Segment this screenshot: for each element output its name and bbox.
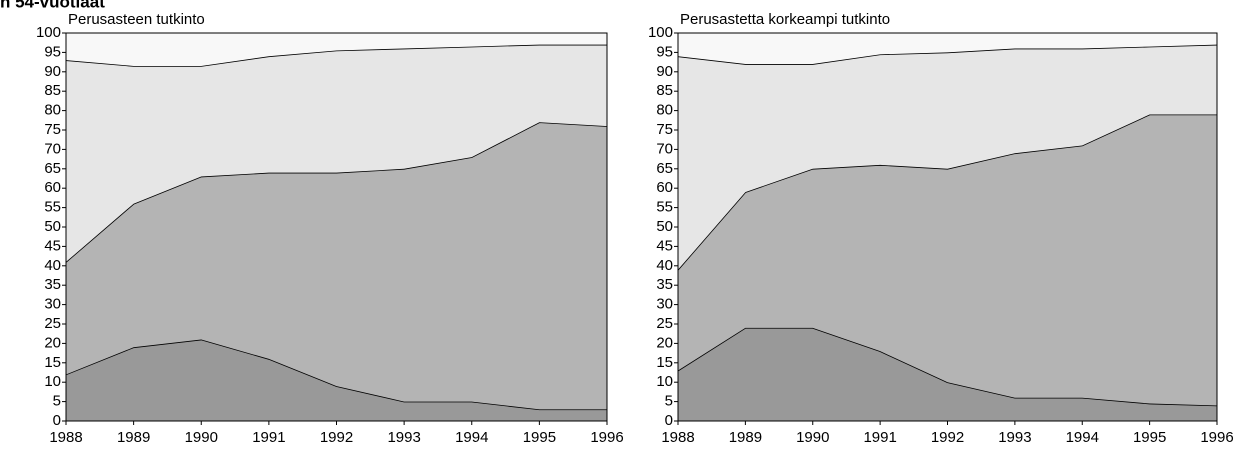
y-tick-label: 50 [656, 218, 673, 235]
x-tick-label: 1990 [796, 429, 829, 446]
x-tick-label: 1991 [252, 429, 285, 446]
y-tick-label: 95 [44, 43, 61, 60]
y-tick-label: 60 [656, 179, 673, 196]
y-tick-label: 45 [656, 237, 673, 254]
heading: n 54-vuotiaat [0, 0, 105, 11]
y-tick-label: 0 [665, 412, 673, 429]
x-tick-label: 1988 [661, 429, 694, 446]
y-tick-label: 10 [44, 373, 61, 390]
y-tick-label: 10 [656, 373, 673, 390]
y-tick-label: 20 [656, 334, 673, 351]
y-tick-label: 55 [656, 199, 673, 216]
y-tick-label: 5 [665, 393, 673, 410]
y-tick-label: 75 [656, 121, 673, 138]
x-tick-label: 1992 [320, 429, 353, 446]
y-tick-label: 100 [648, 24, 673, 41]
x-tick-label: 1991 [863, 429, 896, 446]
area [678, 33, 1217, 65]
x-tick-label: 1993 [387, 429, 420, 446]
y-tick-label: 85 [656, 82, 673, 99]
area [66, 44, 607, 262]
x-tick-label: 1993 [998, 429, 1031, 446]
area [66, 122, 607, 410]
y-tick-label: 40 [656, 257, 673, 274]
y-tick-label: 65 [656, 160, 673, 177]
area [66, 339, 607, 421]
y-tick-label: 80 [656, 102, 673, 119]
area [678, 44, 1217, 270]
y-tick-label: 15 [44, 354, 61, 371]
y-tick-label: 45 [44, 237, 61, 254]
y-tick-label: 15 [656, 354, 673, 371]
y-tick-label: 70 [656, 140, 673, 157]
y-tick-label: 20 [44, 334, 61, 351]
y-tick-label: 90 [44, 63, 61, 80]
x-tick-label: 1994 [1066, 429, 1099, 446]
y-tick-label: 55 [44, 199, 61, 216]
y-tick-label: 5 [53, 393, 61, 410]
y-tick-label: 75 [44, 121, 61, 138]
chart-title: Perusasteen tutkinto [68, 11, 205, 28]
x-tick-label: 1996 [1200, 429, 1233, 446]
y-tick-label: 65 [44, 160, 61, 177]
x-tick-label: 1995 [1133, 429, 1166, 446]
y-tick-label: 60 [44, 179, 61, 196]
x-tick-label: 1995 [523, 429, 556, 446]
y-tick-label: 0 [53, 412, 61, 429]
y-tick-label: 50 [44, 218, 61, 235]
y-tick-label: 70 [44, 140, 61, 157]
y-tick-label: 35 [656, 276, 673, 293]
chart-title: Perusastetta korkeampi tutkinto [680, 11, 890, 28]
y-tick-label: 25 [656, 315, 673, 332]
x-tick-label: 1996 [590, 429, 623, 446]
y-tick-label: 40 [44, 257, 61, 274]
y-tick-label: 25 [44, 315, 61, 332]
area [678, 114, 1217, 406]
x-tick-label: 1994 [455, 429, 488, 446]
x-tick-label: 1992 [931, 429, 964, 446]
x-tick-label: 1989 [729, 429, 762, 446]
y-tick-label: 100 [36, 24, 61, 41]
y-tick-label: 80 [44, 102, 61, 119]
y-tick-label: 35 [44, 276, 61, 293]
y-tick-label: 95 [656, 43, 673, 60]
y-tick-label: 90 [656, 63, 673, 80]
x-tick-label: 1988 [49, 429, 82, 446]
x-tick-label: 1990 [185, 429, 218, 446]
y-tick-label: 85 [44, 82, 61, 99]
y-tick-label: 30 [656, 296, 673, 313]
area [66, 33, 607, 66]
x-tick-label: 1989 [117, 429, 150, 446]
y-tick-label: 30 [44, 296, 61, 313]
